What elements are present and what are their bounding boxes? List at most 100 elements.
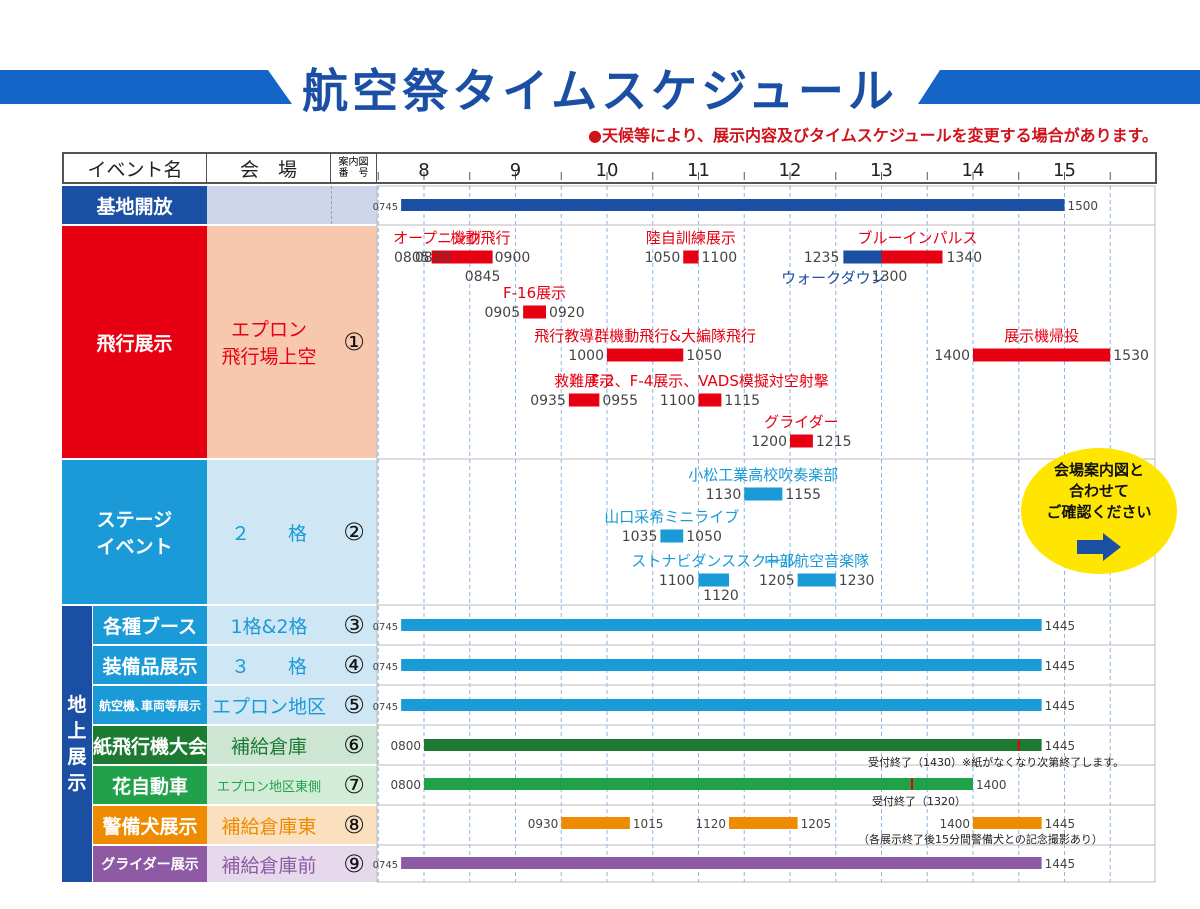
section-hiko-num: ① — [331, 226, 377, 458]
timeline-bar — [401, 699, 1042, 711]
ground-row-name: 警備犬展示 — [93, 806, 207, 844]
bar-start-time: 0800 — [390, 739, 421, 753]
section-kichi-num — [331, 186, 377, 224]
timeline-bar — [973, 817, 1042, 829]
ground-row-venue: エプロン地区東側 — [207, 766, 331, 804]
bar-start-time: 0745 — [373, 202, 398, 213]
bar-end-time: 1155 — [785, 487, 821, 503]
bar-start-time: 0745 — [373, 702, 398, 713]
event-label: ストナビダンススクール — [631, 552, 796, 570]
bar-start-time: 1000 — [568, 348, 604, 364]
bar-end-time: 1530 — [1113, 348, 1149, 364]
timeline-bar — [797, 573, 836, 587]
event-label: 陸自訓練展示 — [646, 229, 736, 247]
ground-row-venue: 補給倉庫前 — [207, 846, 331, 882]
timeline-bar — [523, 305, 546, 319]
arrow-right-icon — [1077, 533, 1121, 561]
timeline-bar — [561, 817, 630, 829]
timeline-bar — [729, 817, 798, 829]
bar-start-time: 0820 — [415, 250, 451, 266]
header-map-number: 案内図 番 号 — [331, 152, 377, 184]
timeline-bar — [881, 250, 943, 264]
bar-start-time: 1200 — [751, 434, 787, 450]
section-hiko-venue: エプロン 飛行場上空 — [207, 226, 331, 458]
bar-end-time: 1230 — [839, 573, 875, 589]
bar-end-time: 1100 — [702, 250, 738, 266]
bar-start-time: 0745 — [373, 662, 398, 673]
bar-start-time: 1235 — [804, 250, 840, 266]
header-time-axis — [377, 152, 1157, 184]
ground-row-name: 装備品展示 — [93, 646, 207, 684]
ground-row-num: ③ — [331, 606, 377, 644]
note-hana: 受付終了（1320） — [872, 795, 966, 808]
timeline-bar — [454, 250, 493, 264]
bar-start-time: 0745 — [373, 622, 398, 633]
ground-row-name: 紙飛行機大会 — [93, 726, 207, 764]
ground-row-venue: 補給倉庫 — [207, 726, 331, 764]
bar-start-time: 0935 — [530, 393, 566, 409]
event-label: F-2、F-4展示、VADS模擬対空射撃 — [591, 372, 829, 390]
ground-row-num: ⑧ — [331, 806, 377, 844]
section-stage-name: ステージ イベント — [62, 460, 207, 604]
bar-start-time: 0930 — [528, 817, 559, 831]
bar-start-time: 1400 — [934, 348, 970, 364]
ground-row-venue: エプロン地区 — [207, 686, 331, 724]
bar-end-time: 0920 — [549, 305, 585, 321]
notice-text: ●天候等により、展示内容及びタイムスケジュールを変更する場合があります。 — [588, 126, 1158, 145]
bar-start-time: 1050 — [645, 250, 681, 266]
bar-end-time: 1050 — [686, 348, 722, 364]
timeline-bar — [401, 199, 1065, 211]
ground-row-num: ⑨ — [331, 846, 377, 882]
event-label: 中部航空音楽隊 — [764, 552, 869, 570]
x-tick-label: 13 — [870, 160, 893, 181]
bar-start-time: 1100 — [659, 573, 695, 589]
section-hiko-name: 飛行展示 — [62, 226, 207, 458]
section-ground-label: 地 上 展 示 — [62, 606, 92, 882]
timeline-bar — [698, 393, 722, 407]
x-tick-label: 15 — [1053, 160, 1076, 181]
bar-start-time: 1120 — [695, 817, 726, 831]
bar-end-time: 1205 — [801, 817, 832, 831]
timeline-bar — [698, 573, 729, 587]
section-kichi-name: 基地開放 — [62, 186, 207, 224]
bar-end-time: 1400 — [976, 778, 1007, 792]
timeline-bar — [431, 250, 455, 264]
event-label: 救難展示 — [554, 372, 614, 390]
bar-start-time: 1205 — [759, 573, 795, 589]
timeline-bar — [744, 487, 783, 501]
bar-end-time: 1050 — [686, 529, 722, 545]
bar-end-time: 1340 — [947, 250, 983, 266]
bar-end-time: 0900 — [495, 250, 531, 266]
timeline-bar — [568, 393, 600, 407]
bar-end-time: 0955 — [602, 393, 638, 409]
bar-end-time: 1445 — [1045, 619, 1076, 633]
page-title: 航空祭タイムスケジュール — [302, 64, 898, 118]
bar-start-time: 1130 — [706, 487, 742, 503]
ground-row-name: 航空機､車両等展示 — [93, 686, 207, 724]
event-label: 機動飛行 — [450, 229, 510, 247]
event-label: オープニング — [393, 229, 482, 247]
bar-start-time: 1100 — [660, 393, 696, 409]
bar-end-time: 1445 — [1045, 857, 1076, 871]
header-event: イベント名 — [62, 152, 207, 184]
timeline-bar — [424, 739, 1042, 751]
section-stage-venue: ２ 格 — [207, 460, 331, 604]
section-kichi-venue — [207, 186, 331, 224]
event-label: ブルーインパルス — [857, 229, 977, 247]
ground-row-num: ⑦ — [331, 766, 377, 804]
bar-end-time: 1015 — [633, 817, 664, 831]
event-label: 展示機帰投 — [1004, 327, 1079, 345]
bar-start-time: 0745 — [373, 860, 398, 871]
x-tick-label: 9 — [510, 160, 521, 181]
bar-end-time: 1300 — [872, 269, 908, 285]
section-stage-num: ② — [331, 460, 377, 604]
timeline-bar — [401, 619, 1042, 631]
timeline-bar — [843, 250, 882, 264]
ground-row-venue: ３ 格 — [207, 646, 331, 684]
bar-end-time: 1120 — [703, 588, 739, 604]
note-dog: （各展示終了後15分間警備犬との記念撮影あり） — [858, 833, 1103, 846]
timeline-bar — [401, 857, 1042, 869]
bar-start-time: 0805 — [394, 250, 430, 266]
